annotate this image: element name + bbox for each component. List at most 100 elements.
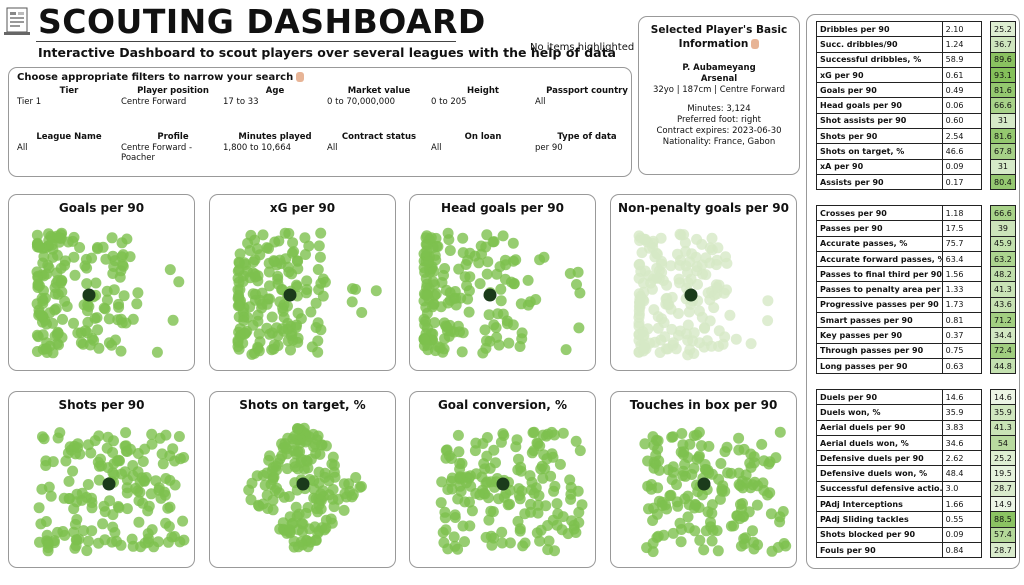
player-dot[interactable] xyxy=(463,306,475,318)
player-dot[interactable] xyxy=(534,254,546,266)
player-dot[interactable] xyxy=(310,447,322,459)
player-dot[interactable] xyxy=(716,485,728,497)
player-dot[interactable] xyxy=(772,541,784,553)
player-dot[interactable] xyxy=(82,535,94,547)
player-dot[interactable] xyxy=(84,339,96,351)
filter-profile[interactable]: Profile Centre Forward - Poacher xyxy=(121,132,225,163)
player-dot[interactable] xyxy=(75,337,87,349)
player-dot[interactable] xyxy=(232,300,244,312)
player-dot[interactable] xyxy=(702,287,714,299)
player-dot[interactable] xyxy=(714,493,726,505)
player-dot[interactable] xyxy=(452,493,464,505)
player-dot[interactable] xyxy=(86,502,98,514)
player-dot[interactable] xyxy=(146,428,158,440)
player-dot[interactable] xyxy=(113,502,125,514)
player-dot[interactable] xyxy=(747,525,758,537)
stats-row[interactable]: Smart passes per 90 0.81 71.2 xyxy=(816,312,1017,329)
player-dot[interactable] xyxy=(673,273,685,285)
player-dot[interactable] xyxy=(466,505,478,517)
player-dot[interactable] xyxy=(533,490,545,502)
player-dot[interactable] xyxy=(738,443,750,455)
strip-plot[interactable] xyxy=(611,195,798,372)
player-dot[interactable] xyxy=(653,464,665,476)
player-dot[interactable] xyxy=(347,489,359,501)
player-dot[interactable] xyxy=(574,287,586,299)
filter-league-name[interactable]: League Name All xyxy=(17,132,121,153)
player-dot[interactable] xyxy=(327,451,339,463)
stats-row[interactable]: Fouls per 90 0.84 28.7 xyxy=(816,541,1017,559)
player-dot[interactable] xyxy=(277,305,289,317)
player-dot[interactable] xyxy=(667,339,679,351)
player-dot[interactable] xyxy=(462,254,474,266)
player-dot[interactable] xyxy=(115,345,127,357)
player-dot[interactable] xyxy=(459,536,470,548)
player-dot[interactable] xyxy=(511,434,523,446)
player-dot[interactable] xyxy=(526,447,538,459)
strip-plot[interactable] xyxy=(410,392,597,569)
player-dot[interactable] xyxy=(295,456,307,468)
player-dot[interactable] xyxy=(479,324,491,336)
player-dot[interactable] xyxy=(103,337,115,349)
player-dot[interactable] xyxy=(272,278,284,290)
player-dot[interactable] xyxy=(131,298,143,310)
player-dot[interactable] xyxy=(442,227,454,239)
player-dot[interactable] xyxy=(317,485,329,497)
stats-row[interactable]: Defensive duels per 90 2.62 25.2 xyxy=(816,450,1017,467)
filter-passport-country[interactable]: Passport country All xyxy=(535,86,639,107)
player-dot[interactable] xyxy=(97,518,109,530)
player-dot[interactable] xyxy=(693,451,705,463)
player-dot[interactable] xyxy=(34,536,45,548)
player-dot[interactable] xyxy=(525,498,537,510)
chart-panel[interactable]: Goals per 90 xyxy=(8,194,195,371)
player-dot[interactable] xyxy=(758,455,770,467)
player-dot[interactable] xyxy=(41,529,53,541)
player-dot[interactable] xyxy=(497,428,509,440)
player-dot[interactable] xyxy=(300,249,311,260)
player-dot[interactable] xyxy=(639,342,651,354)
player-dot[interactable] xyxy=(114,271,126,283)
player-dot[interactable] xyxy=(43,481,55,493)
player-dot[interactable] xyxy=(449,509,461,521)
player-dot[interactable] xyxy=(557,511,569,523)
player-dot[interactable] xyxy=(516,327,528,339)
player-dot[interactable] xyxy=(160,473,172,484)
player-dot[interactable] xyxy=(421,239,433,251)
player-dot[interactable] xyxy=(481,335,492,347)
player-dot[interactable] xyxy=(178,534,190,546)
player-dot[interactable] xyxy=(312,430,324,442)
player-dot[interactable] xyxy=(438,343,450,355)
player-dot[interactable] xyxy=(696,238,708,250)
player-dot[interactable] xyxy=(40,516,52,527)
player-dot[interactable] xyxy=(113,454,125,466)
strip-plot[interactable] xyxy=(210,392,397,569)
player-dot[interactable] xyxy=(490,457,501,469)
player-dot[interactable] xyxy=(535,524,547,536)
player-dot[interactable] xyxy=(650,449,662,461)
player-dot[interactable] xyxy=(76,487,88,499)
stats-row[interactable]: PAdj Sliding tackles 0.55 88.5 xyxy=(816,511,1017,528)
player-dot[interactable] xyxy=(60,455,72,467)
stats-row[interactable]: PAdj Interceptions 1.66 14.9 xyxy=(816,496,1017,513)
player-dot[interactable] xyxy=(234,284,246,296)
player-dot[interactable] xyxy=(169,479,181,491)
player-dot[interactable] xyxy=(44,307,56,319)
player-dot[interactable] xyxy=(93,537,104,549)
player-dot[interactable] xyxy=(82,479,94,490)
player-dot[interactable] xyxy=(512,515,524,527)
player-dot[interactable] xyxy=(441,321,453,333)
player-dot[interactable] xyxy=(682,511,694,523)
player-dot[interactable] xyxy=(700,525,712,537)
player-dot[interactable] xyxy=(126,533,138,545)
player-dot[interactable] xyxy=(312,264,324,275)
player-dot[interactable] xyxy=(56,275,68,287)
player-dot[interactable] xyxy=(313,240,325,252)
player-dot[interactable] xyxy=(666,291,678,303)
player-dot[interactable] xyxy=(717,338,729,350)
player-dot[interactable] xyxy=(691,429,703,441)
player-dot[interactable] xyxy=(164,501,176,513)
selected-player-dot[interactable] xyxy=(483,288,497,302)
player-dot[interactable] xyxy=(719,446,731,458)
player-dot[interactable] xyxy=(320,522,332,534)
player-dot[interactable] xyxy=(497,308,509,320)
filter-value[interactable]: 1,800 to 10,664 xyxy=(223,143,292,153)
